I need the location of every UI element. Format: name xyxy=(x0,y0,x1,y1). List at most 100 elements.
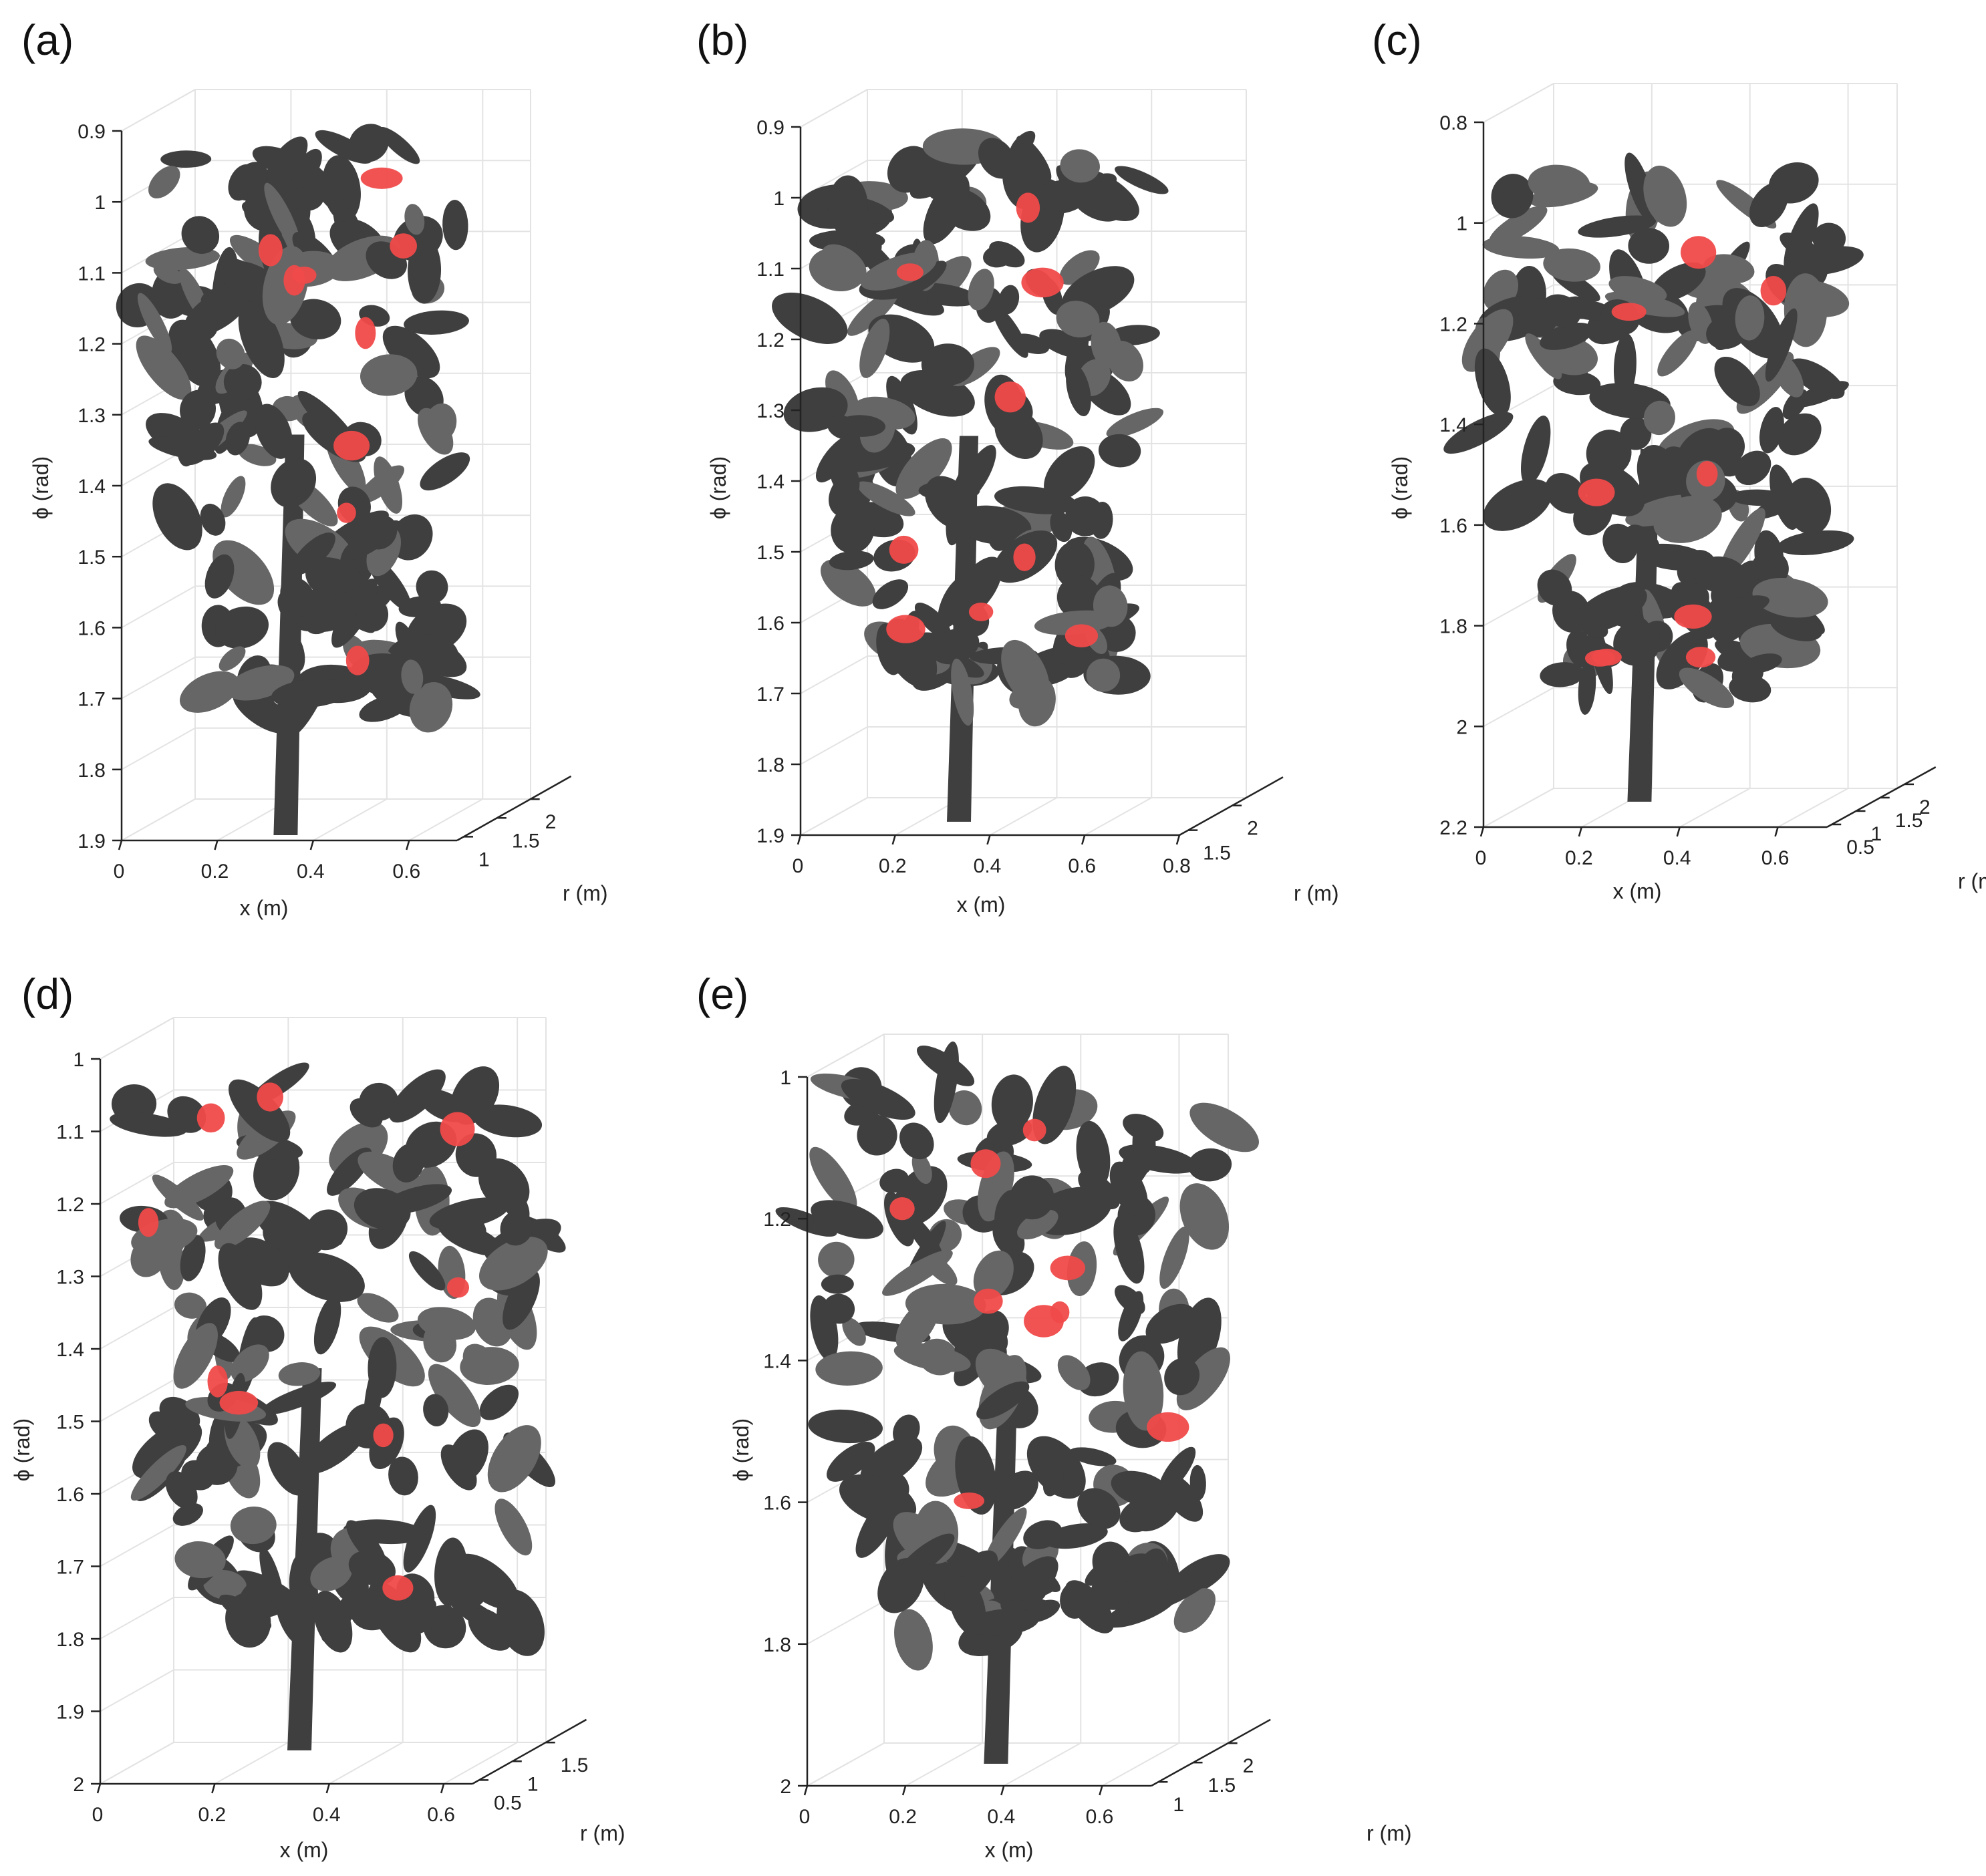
chart-panel-c: (c)0.811.21.41.61.822.20 0.2 0.4 0.6 0.511.5… xyxy=(1372,16,1986,903)
leaf xyxy=(261,1382,337,1415)
leaf xyxy=(350,1590,396,1631)
leaf xyxy=(1643,165,1687,227)
leaf xyxy=(349,1098,383,1128)
phi-tick-label: 1.5 xyxy=(756,542,785,564)
x-tick xyxy=(1676,826,1681,837)
leaf xyxy=(404,204,425,235)
x-tick-label: 0.2 xyxy=(879,855,907,877)
leaf xyxy=(180,1235,206,1281)
phi-tick-label: 1 xyxy=(1456,213,1467,235)
phi-tick-label: 1.4 xyxy=(78,476,106,498)
x-tick-label: 0.6 xyxy=(427,1804,455,1826)
phi-tick-label: 1.9 xyxy=(78,830,106,852)
phi-tick-label: 1.8 xyxy=(756,754,785,776)
leaf xyxy=(1023,1520,1062,1549)
grid-line xyxy=(990,797,1057,836)
phi-tick-label: 1.2 xyxy=(763,1209,791,1231)
leaf xyxy=(1608,276,1667,303)
x-tick xyxy=(406,840,410,850)
phi-axis-label: ϕ (rad) xyxy=(10,1418,34,1481)
leaf xyxy=(1657,330,1698,377)
leaf xyxy=(315,130,372,164)
grid-line xyxy=(214,1742,289,1784)
leaf xyxy=(913,632,956,658)
leaf xyxy=(1002,143,1045,210)
leaf xyxy=(895,1533,955,1581)
leaf xyxy=(392,1143,425,1183)
x-tick-label: 0.4 xyxy=(297,861,325,883)
leaf xyxy=(772,292,848,344)
leaf xyxy=(998,1470,1038,1510)
phi-tick-label: 1.9 xyxy=(56,1702,84,1724)
leaf xyxy=(1540,662,1584,687)
leaf xyxy=(1778,530,1854,555)
grid-line xyxy=(329,1742,404,1784)
leaf xyxy=(882,1249,953,1296)
leaf xyxy=(200,503,226,536)
x-tick xyxy=(1099,1785,1103,1796)
grid-line xyxy=(121,89,196,132)
x-tick-label: 0.2 xyxy=(198,1804,227,1826)
leaf xyxy=(398,596,441,617)
leaf xyxy=(1123,1351,1164,1431)
fruit-mark xyxy=(345,645,370,675)
grid-line xyxy=(100,1597,174,1639)
fruit-mark xyxy=(889,1197,915,1221)
fruit-mark xyxy=(138,1208,159,1237)
leaf xyxy=(1785,477,1832,535)
phi-tick-label: 1.6 xyxy=(1439,515,1467,537)
leaf xyxy=(934,1041,959,1124)
fruit-mark xyxy=(355,317,376,349)
leaf xyxy=(310,1557,353,1591)
leaf xyxy=(887,146,933,193)
leaf xyxy=(181,422,225,466)
fruit-mark xyxy=(333,430,370,461)
leaf xyxy=(360,354,418,396)
leaf xyxy=(216,338,245,369)
fruit-mark xyxy=(1592,648,1622,666)
leaf xyxy=(1613,621,1661,666)
phi-tick-label: 1.2 xyxy=(56,1194,84,1216)
fruit-mark xyxy=(968,602,994,621)
leaf xyxy=(1628,228,1670,264)
x-tick xyxy=(803,1785,809,1796)
leaf xyxy=(214,1201,271,1250)
grid-frame xyxy=(883,1034,1229,1744)
phi-tick-label: 2 xyxy=(780,1776,791,1798)
leaf xyxy=(398,1605,452,1637)
leaf xyxy=(204,554,235,599)
phi-tick-label: 1.6 xyxy=(763,1493,791,1515)
leaf xyxy=(167,1096,206,1133)
r-axis-line xyxy=(1151,1718,1271,1787)
fruit-mark xyxy=(219,1390,259,1415)
phi-tick-label: 1.2 xyxy=(1439,313,1467,335)
phi-tick-label: 1.1 xyxy=(756,259,785,281)
fruit-mark xyxy=(1021,267,1064,298)
fruit-mark xyxy=(1696,460,1718,487)
leaf xyxy=(829,551,874,571)
phi-tick-label: 1.8 xyxy=(763,1634,791,1656)
grid-line xyxy=(800,89,868,128)
leaf xyxy=(1050,510,1073,542)
leaf xyxy=(837,415,886,437)
fruit-mark xyxy=(382,1575,414,1601)
leaf xyxy=(1107,340,1143,381)
fruit-mark xyxy=(974,1288,1003,1314)
leaf xyxy=(1778,413,1822,456)
leaf xyxy=(1057,1355,1091,1390)
grid-line xyxy=(100,1162,174,1205)
x-tick-label: 0.4 xyxy=(987,1806,1015,1828)
leaf xyxy=(479,1384,519,1420)
leaf xyxy=(271,458,317,508)
x-tick-label: 0.6 xyxy=(1086,1806,1114,1828)
leaf xyxy=(1703,254,1755,284)
phi-tick-label: 1.4 xyxy=(763,1350,791,1372)
leaf xyxy=(1069,1447,1117,1466)
phi-axis-label: ϕ (rad) xyxy=(29,456,53,519)
x-tick-label: 0.6 xyxy=(1068,855,1096,877)
leaf xyxy=(833,441,915,472)
leaf xyxy=(153,264,183,284)
leaf xyxy=(110,1112,187,1137)
x-axis-label: x (m) xyxy=(240,896,289,920)
